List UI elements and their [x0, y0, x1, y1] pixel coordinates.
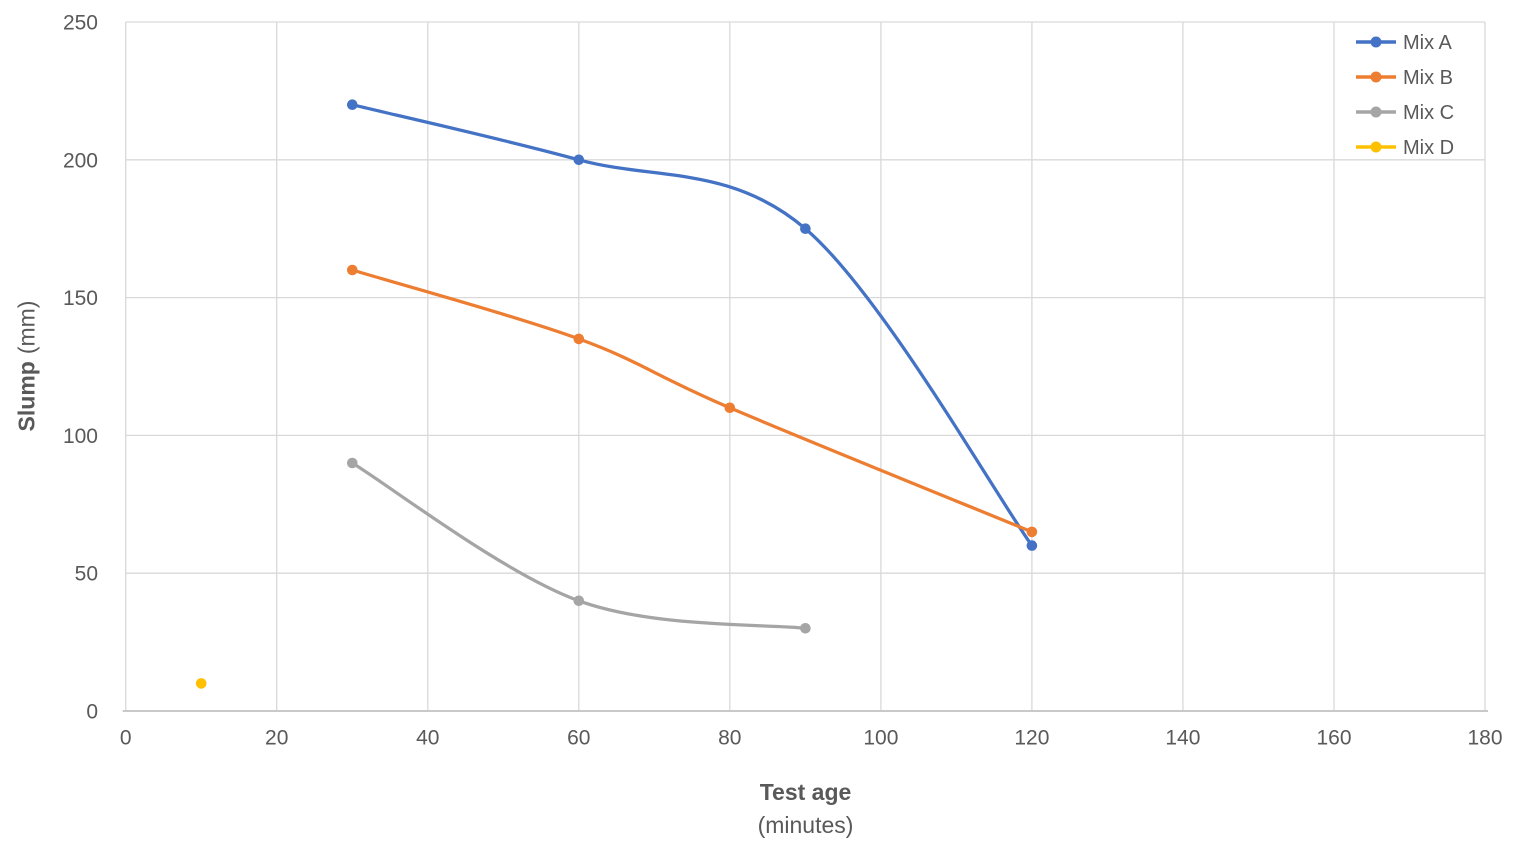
x-tick-label: 120	[1014, 727, 1049, 750]
legend-marker-dot	[1370, 71, 1382, 83]
x-tick-label: 60	[567, 727, 590, 750]
data-point-mix-a	[800, 223, 811, 234]
x-tick-label: 40	[416, 727, 439, 750]
legend-item-mix-a: Mix A	[1356, 32, 1453, 54]
y-tick-label: 150	[63, 287, 98, 310]
y-tick-label: 200	[63, 149, 98, 172]
data-point-mix-c	[573, 595, 585, 607]
data-point-mix-b	[347, 264, 358, 276]
data-point-mix-a	[347, 99, 358, 110]
legend-item-mix-b: Mix B	[1356, 67, 1453, 89]
data-point-mix-c	[347, 457, 358, 469]
x-tick-label: 20	[265, 727, 288, 750]
data-point-mix-b	[1026, 526, 1038, 538]
y-axis-title: Slump (mm)	[14, 301, 41, 432]
y-tick-label: 50	[75, 563, 98, 586]
series-line-mix-b	[350, 268, 1034, 534]
legend-marker-dot	[1370, 106, 1382, 118]
legend-item-mix-d: Mix D	[1356, 137, 1454, 159]
x-tick-label: 180	[1467, 727, 1502, 750]
legend-item-mix-c: Mix C	[1356, 102, 1454, 124]
legend-label: Mix A	[1403, 32, 1453, 54]
y-tick-label: 100	[63, 425, 98, 448]
series-mix-d	[195, 678, 207, 689]
x-tick-label: 140	[1165, 727, 1200, 750]
x-tick-label: 80	[718, 727, 741, 750]
y-axis-title-text: Slump	[13, 361, 40, 432]
y-axis-title-units: (mm)	[13, 300, 40, 355]
y-tick-label: 250	[63, 12, 98, 35]
x-tick-label: 0	[120, 727, 132, 750]
series-mix-b	[347, 264, 1038, 538]
data-point-mix-a	[1026, 540, 1038, 551]
data-point-mix-a	[573, 154, 585, 166]
x-axis-units: (minutes)	[757, 812, 854, 838]
data-point-mix-b	[724, 402, 736, 414]
x-tick-label: 100	[863, 727, 898, 750]
data-point-mix-d	[195, 678, 207, 689]
series-mix-c	[347, 457, 811, 634]
data-point-mix-c	[800, 623, 811, 634]
legend-marker-dot	[1370, 141, 1382, 153]
x-axis-title: Test age	[759, 779, 852, 805]
legend-label: Mix D	[1403, 137, 1454, 159]
y-tick-label: 0	[86, 701, 98, 724]
legend-label: Mix C	[1403, 102, 1454, 124]
legend-marker-dot	[1370, 36, 1382, 48]
x-tick-label: 160	[1316, 727, 1351, 750]
series-line-mix-a	[350, 103, 1034, 548]
series-mix-a	[347, 99, 1038, 551]
legend-label: Mix B	[1403, 67, 1453, 89]
data-point-mix-b	[573, 333, 585, 345]
